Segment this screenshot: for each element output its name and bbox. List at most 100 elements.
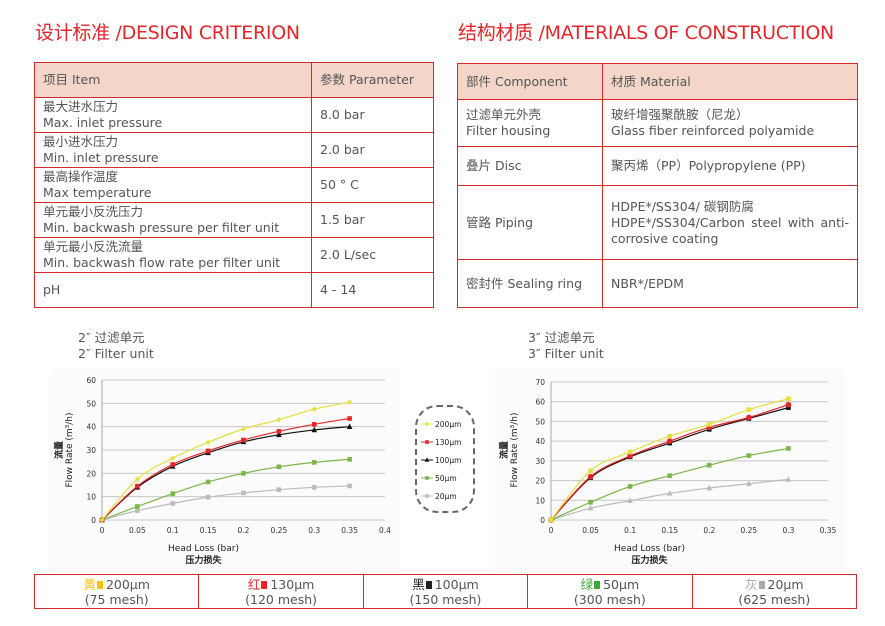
table-row: pH 4 - 14	[34, 272, 434, 308]
mesh-size: 200μm	[105, 576, 150, 592]
legend-label: 200μm	[435, 420, 461, 429]
chart1-title: 2″ 过滤单元 2″ Filter unit	[78, 330, 154, 362]
y-tick-label: 40	[535, 437, 545, 446]
color-swatch	[594, 580, 601, 589]
color-name: 黑	[412, 576, 425, 592]
x-tick-label: 0	[549, 526, 554, 535]
x-tick-label: 0.2	[703, 526, 715, 535]
table-row: 最高操作温度 Max temperature 50 ° C	[34, 167, 434, 203]
chart-background	[495, 370, 845, 570]
data-point	[170, 462, 176, 467]
data-point	[205, 494, 211, 500]
item-cn: 最大进水压力	[43, 99, 119, 114]
value-cell: 2.0 bar	[311, 132, 434, 168]
mesh-size: 50μm	[603, 576, 640, 592]
data-point	[706, 462, 712, 468]
series-line-20μm	[101, 485, 350, 521]
data-point	[205, 448, 211, 454]
y-tick-label: 0	[91, 516, 96, 525]
x-tick-label: 0.4	[379, 526, 391, 535]
data-point	[706, 484, 713, 491]
data-point	[587, 504, 594, 511]
data-point	[746, 414, 752, 421]
data-point	[241, 471, 246, 476]
header-component: 部件 Component	[457, 63, 603, 100]
color-name: 灰	[745, 576, 758, 592]
material-cell: 聚丙烯（PP）Polypropylene (PP)	[602, 146, 858, 186]
data-point	[135, 508, 140, 513]
item-en: Min. backwash pressure per filter unit	[43, 220, 280, 235]
data-point	[347, 416, 352, 421]
chart1-title-en: 2″ Filter unit	[78, 346, 154, 361]
value-cell: 4 - 14	[311, 272, 434, 308]
chart-3-inch: 0 10 20 30 40 50 60 70 0 0.05 0.1 0.15 0.2 0.25 0.3 0.3…	[495, 370, 845, 570]
material-cell: HDPE*/SS304/ 碳钢防腐 HDPE*/SS304/Carbon stee…	[602, 185, 858, 260]
data-point	[425, 440, 429, 444]
x-tick-label: 0.15	[661, 526, 678, 535]
data-point	[627, 453, 633, 459]
material-cell: 玻纤增强聚酰胺（尼龙） Glass fiber reinforced polyam…	[602, 99, 858, 147]
data-point	[588, 468, 593, 474]
data-point	[786, 396, 791, 402]
data-point	[548, 517, 554, 523]
data-point	[135, 483, 140, 489]
item-cn: pH	[43, 282, 61, 297]
component-text: 密封件 Sealing ring	[466, 275, 583, 291]
data-point	[347, 483, 352, 489]
data-point	[276, 431, 282, 438]
data-point	[746, 453, 752, 458]
table-row: 单元最小反洗压力 Min. backwash pressure per filte…	[34, 202, 434, 238]
header-item: 项目 Item	[34, 62, 312, 98]
x-tick-label: 0.15	[200, 526, 217, 535]
item-en: Min. inlet pressure	[43, 150, 159, 165]
item-cn: 单元最小反洗流量	[43, 239, 144, 254]
header-material: 材质 Material	[602, 63, 858, 100]
component-cell: 密封件 Sealing ring	[457, 259, 603, 308]
y-axis-label: Flow Rate (m³/h)	[510, 412, 520, 487]
data-point	[627, 449, 633, 455]
item-en: Min. backwash flow rate per filter unit	[43, 255, 281, 270]
chart2-title: 3″ 过滤单元 3″ Filter unit	[528, 330, 604, 362]
data-point	[311, 422, 317, 427]
component-cell: 过滤单元外壳 Filter housing	[457, 99, 603, 147]
legend: 200μm 130μm 100μm 50μm 20μm	[415, 405, 475, 513]
color-swatch	[758, 580, 765, 589]
material-text: HDPE*/SS304/ 碳钢防腐	[611, 198, 754, 214]
item-en: Max. inlet pressure	[43, 115, 163, 130]
color-swatch	[96, 580, 103, 589]
material-text: 聚丙烯（PP）Polypropylene (PP)	[611, 158, 806, 173]
color-swatch	[425, 580, 432, 589]
x-tick-label: 0.2	[238, 526, 250, 535]
x-tick-label: 0.25	[741, 526, 758, 535]
color-name: 黄	[83, 576, 96, 592]
data-point	[276, 429, 282, 434]
data-point	[170, 455, 176, 461]
data-point	[205, 479, 211, 485]
material-text: NBR*/EPDM	[611, 275, 684, 291]
material-text: HDPE*/SS304/Carbon steel with anti-corro…	[611, 214, 849, 246]
component-text: 管路 Piping	[466, 214, 533, 230]
y-tick-label: 0	[540, 516, 545, 525]
data-point	[135, 504, 140, 509]
x-axis-label-cn: 压力损失	[631, 554, 668, 566]
series-line-130μm	[101, 417, 350, 521]
item-cell: 最高操作温度 Max temperature	[34, 167, 312, 203]
legend-label: 50μm	[435, 474, 457, 483]
data-point	[135, 476, 140, 482]
y-tick-label: 10	[535, 496, 545, 505]
table-row: 最大进水压力 Max. inlet pressure 8.0 bar	[34, 97, 434, 133]
y-axis-label-cn: 流量	[53, 441, 65, 459]
mesh-size: 130μm	[270, 576, 315, 592]
component-text: 过滤单元外壳	[466, 107, 542, 122]
y-tick-label: 30	[86, 446, 96, 455]
y-tick-label: 50	[86, 399, 96, 408]
mesh-count: (120 mesh)	[245, 591, 318, 607]
item-cn: 单元最小反洗压力	[43, 204, 144, 219]
y-axis-label: Flow Rate (m³/h)	[65, 412, 75, 487]
mesh-count: (75 mesh)	[84, 591, 149, 607]
design-criterion-table: 项目 Item 参数 Parameter 最大进水压力 Max. inlet pre…	[34, 62, 434, 308]
data-point	[666, 438, 673, 444]
data-point	[170, 501, 176, 506]
data-point	[311, 460, 317, 465]
data-point	[424, 457, 430, 462]
